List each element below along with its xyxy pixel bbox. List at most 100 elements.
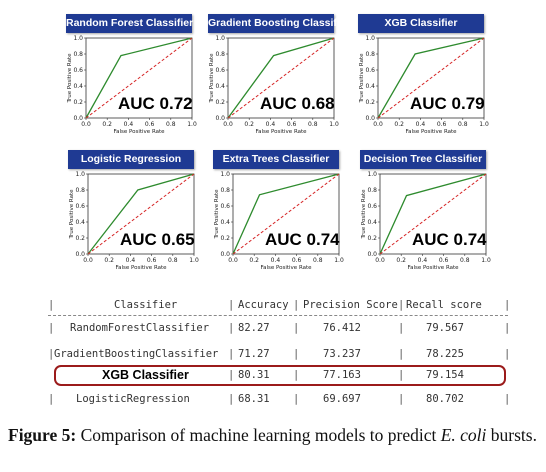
- plot-frame: [379, 173, 487, 255]
- row-accuracy: 71.27: [238, 348, 270, 360]
- auc-label: AUC 0.72: [118, 94, 193, 113]
- baseline-diagonal: [227, 37, 335, 119]
- x-tick-label: 0.6: [147, 257, 157, 264]
- y-axis-label: True Positive Rate: [69, 189, 75, 240]
- chart-title: Gradient Boosting Classifier: [208, 14, 350, 33]
- roc-panel-random-forest: Random Forest Classifier 0.0 0.0 0.2 0.2 0.4 0…: [58, 14, 198, 136]
- x-tick-label: 0.2: [394, 121, 404, 128]
- y-tick-label: 0.8: [220, 187, 230, 194]
- row-accuracy: 68.31: [238, 393, 270, 405]
- roc-curve: [232, 173, 340, 255]
- column-separator: |: [398, 322, 405, 334]
- y-tick-label: 0.4: [365, 83, 375, 90]
- roc-plot: 0.00.0 0.2 0.2 0.4 0.4 0.6 0.6 0.8 0.8 1.0 1.0 Fals…: [214, 171, 344, 271]
- y-tick-label: 1.0: [73, 35, 83, 42]
- column-separator: |: [228, 299, 235, 311]
- row-recall: 80.702: [426, 393, 464, 405]
- header-accuracy: Accuracy: [238, 299, 289, 311]
- x-tick-label: 0.0: [373, 121, 383, 128]
- row-recall: 79.567: [426, 322, 464, 334]
- roc-curve: [87, 173, 195, 255]
- table-row: | RandomForestClassifier | 82.27 | 76.41…: [48, 320, 510, 336]
- column-separator: |: [48, 393, 55, 405]
- y-tick-label: 0.0: [220, 251, 230, 258]
- roc-panel-extra-trees: Extra Trees Classifier 0.0 0.0 0.2 0.2 0.4 0.4…: [205, 150, 345, 272]
- caption-tail: bursts.: [486, 425, 537, 445]
- column-separator: |: [228, 393, 235, 405]
- row-classifier: XGB Classifier: [102, 368, 189, 382]
- auc-label: AUC 0.79: [410, 94, 485, 113]
- roc-plot: 0.00.0 0.2 0.2 0.4 0.4 0.6 0.6 0.8 0.8 1.0 1.0 Fals…: [359, 35, 489, 135]
- x-tick-label: 1.0: [479, 121, 489, 128]
- roc-plot: 0.00.0 0.2 0.2 0.4 0.4 0.6 0.6 0.8 0.8 1.0 1.0 Fals…: [67, 35, 197, 135]
- x-axis-label: False Positive Rate: [407, 265, 459, 271]
- row-precision: 69.697: [323, 393, 361, 405]
- y-tick-label: 1.0: [365, 35, 375, 42]
- roc-plot: 0.00.0 0.2 0.2 0.4 0.4 0.6 0.6 0.8 0.8 1.0 1.0 Fals…: [209, 35, 339, 135]
- header-precision: Precision Score: [303, 299, 398, 311]
- x-tick-label: 0.0: [223, 121, 233, 128]
- table-row: | LogisticRegression | 68.31 | 69.697 | …: [48, 391, 511, 407]
- chart-title: Decision Tree Classifier: [360, 150, 486, 169]
- roc-panel-gradient-boosting: Gradient Boosting Classifier 0.0 0.0 0.2 0.2…: [200, 14, 350, 136]
- x-tick-label: 0.0: [228, 257, 238, 264]
- y-axis-label: True Positive Rate: [209, 53, 215, 104]
- y-tick-label: 0.8: [365, 51, 375, 58]
- x-tick-label: 0.8: [313, 257, 323, 264]
- row-precision: 76.412: [323, 322, 361, 334]
- row-precision: 77.163: [323, 369, 361, 381]
- baseline-diagonal: [379, 173, 487, 255]
- y-tick-label: 0.6: [75, 203, 85, 210]
- y-tick-label: 0.4: [75, 219, 85, 226]
- roc-panel-decision-tree: Decision Tree Classifier 0.0 0.0 0.2 0.2 0.4 0…: [352, 150, 492, 272]
- baseline-diagonal: [232, 173, 340, 255]
- column-separator: |: [293, 299, 300, 311]
- x-tick-label: 1.0: [329, 121, 339, 128]
- x-tick-label: 0.4: [416, 121, 426, 128]
- plot-frame: [227, 37, 335, 119]
- y-tick-label: 0.2: [220, 235, 230, 242]
- x-tick-label: 0.2: [102, 121, 112, 128]
- plot-frame: [232, 173, 340, 255]
- x-axis-label: False Positive Rate: [255, 129, 307, 135]
- x-tick-label: 0.2: [249, 257, 259, 264]
- roc-curve: [227, 37, 335, 119]
- row-precision: 73.237: [323, 348, 361, 360]
- x-axis-label: False Positive Rate: [113, 129, 165, 135]
- y-tick-label: 0.2: [365, 99, 375, 106]
- x-tick-label: 1.0: [187, 121, 197, 128]
- row-recall: 78.225: [426, 348, 464, 360]
- auc-label: AUC 0.74: [412, 230, 487, 249]
- y-tick-label: 0.2: [73, 99, 83, 106]
- x-tick-label: 0.4: [124, 121, 134, 128]
- y-axis-label: True Positive Rate: [67, 53, 73, 104]
- x-tick-label: 1.0: [481, 257, 491, 264]
- x-tick-label: 0.8: [168, 257, 178, 264]
- column-separator: |: [293, 393, 300, 405]
- column-separator: |: [48, 322, 55, 334]
- x-tick-label: 0.8: [460, 257, 470, 264]
- roc-curve: [377, 37, 485, 119]
- column-separator: |: [504, 393, 511, 405]
- y-tick-label: 1.0: [220, 171, 230, 178]
- column-separator: |: [504, 299, 511, 311]
- baseline-diagonal: [87, 173, 195, 255]
- y-tick-label: 0.0: [367, 251, 377, 258]
- y-tick-label: 0.6: [365, 67, 375, 74]
- caption-italic: E. coli: [440, 425, 487, 445]
- y-axis-label: True Positive Rate: [214, 189, 220, 240]
- baseline-diagonal: [85, 37, 193, 119]
- header-classifier: Classifier: [114, 299, 178, 311]
- column-separator: |: [48, 348, 55, 360]
- x-tick-label: 0.8: [166, 121, 176, 128]
- y-tick-label: 0.2: [75, 235, 85, 242]
- y-tick-label: 1.0: [215, 35, 225, 42]
- x-tick-label: 1.0: [189, 257, 199, 264]
- table-row: | GradientBoostingClassifier | 71.27 | 7…: [48, 346, 510, 362]
- y-tick-label: 0.8: [75, 187, 85, 194]
- header-recall: Recall score: [406, 299, 482, 311]
- x-tick-label: 0.4: [418, 257, 428, 264]
- table-row-highlighted: XGB Classifier | 80.31 | 77.163 | 79.154: [48, 367, 508, 383]
- table-header-row: | Classifier | Accuracy | Precision Scor…: [48, 297, 511, 313]
- row-classifier: LogisticRegression: [76, 393, 190, 405]
